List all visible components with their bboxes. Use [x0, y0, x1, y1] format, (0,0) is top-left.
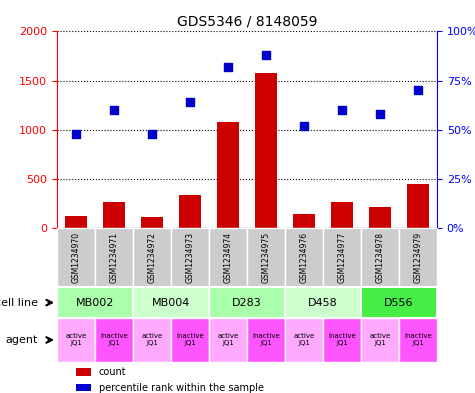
Text: MB002: MB002: [76, 298, 114, 308]
Point: [376, 111, 384, 117]
Text: inactive
JQ1: inactive JQ1: [176, 333, 204, 347]
Text: percentile rank within the sample: percentile rank within the sample: [99, 383, 264, 393]
Bar: [255, 73, 277, 228]
Point: [414, 87, 422, 94]
FancyBboxPatch shape: [285, 228, 323, 287]
Text: MB004: MB004: [152, 298, 190, 308]
Point: [262, 52, 270, 58]
Text: GSM1234977: GSM1234977: [338, 232, 346, 283]
FancyBboxPatch shape: [361, 318, 399, 362]
Bar: [407, 184, 429, 228]
Text: active
JQ1: active JQ1: [142, 333, 162, 347]
FancyBboxPatch shape: [95, 318, 133, 362]
FancyBboxPatch shape: [209, 318, 247, 362]
Text: active
JQ1: active JQ1: [370, 333, 390, 347]
Point: [148, 130, 156, 137]
Text: GSM1234979: GSM1234979: [414, 232, 422, 283]
Text: D283: D283: [232, 298, 262, 308]
Text: active
JQ1: active JQ1: [294, 333, 314, 347]
Text: GSM1234971: GSM1234971: [110, 232, 118, 283]
Point: [224, 64, 232, 70]
FancyBboxPatch shape: [209, 228, 247, 287]
Text: inactive
JQ1: inactive JQ1: [100, 333, 128, 347]
Text: inactive
JQ1: inactive JQ1: [328, 333, 356, 347]
Text: agent: agent: [6, 335, 38, 345]
Text: active
JQ1: active JQ1: [218, 333, 238, 347]
FancyBboxPatch shape: [323, 318, 361, 362]
Point: [338, 107, 346, 113]
Text: D556: D556: [384, 298, 414, 308]
FancyBboxPatch shape: [95, 228, 133, 287]
FancyBboxPatch shape: [57, 287, 133, 318]
Point: [300, 123, 308, 129]
Text: GSM1234975: GSM1234975: [262, 232, 270, 283]
FancyBboxPatch shape: [247, 228, 285, 287]
Text: GSM1234974: GSM1234974: [224, 232, 232, 283]
FancyBboxPatch shape: [133, 287, 209, 318]
FancyBboxPatch shape: [285, 318, 323, 362]
Title: GDS5346 / 8148059: GDS5346 / 8148059: [177, 15, 317, 29]
Text: active
JQ1: active JQ1: [66, 333, 86, 347]
FancyBboxPatch shape: [133, 318, 171, 362]
FancyBboxPatch shape: [323, 228, 361, 287]
Bar: [103, 202, 125, 228]
Point: [72, 130, 80, 137]
Point: [110, 107, 118, 113]
Bar: [369, 208, 391, 228]
FancyBboxPatch shape: [399, 228, 437, 287]
FancyBboxPatch shape: [285, 287, 361, 318]
Text: GSM1234972: GSM1234972: [148, 232, 156, 283]
Bar: [76, 368, 91, 376]
FancyBboxPatch shape: [171, 228, 209, 287]
Text: GSM1234976: GSM1234976: [300, 232, 308, 283]
FancyBboxPatch shape: [57, 228, 95, 287]
Bar: [217, 122, 239, 228]
FancyBboxPatch shape: [247, 318, 285, 362]
FancyBboxPatch shape: [361, 228, 399, 287]
Bar: [76, 384, 91, 391]
FancyBboxPatch shape: [361, 287, 437, 318]
Bar: [179, 195, 201, 228]
Bar: [65, 216, 87, 228]
FancyBboxPatch shape: [57, 318, 95, 362]
Text: GSM1234973: GSM1234973: [186, 232, 194, 283]
Text: D458: D458: [308, 298, 338, 308]
FancyBboxPatch shape: [133, 228, 171, 287]
Text: GSM1234978: GSM1234978: [376, 232, 384, 283]
FancyBboxPatch shape: [399, 318, 437, 362]
Point: [186, 99, 194, 105]
Text: GSM1234970: GSM1234970: [72, 232, 80, 283]
Text: inactive
JQ1: inactive JQ1: [404, 333, 432, 347]
Bar: [141, 217, 163, 228]
FancyBboxPatch shape: [209, 287, 285, 318]
Text: inactive
JQ1: inactive JQ1: [252, 333, 280, 347]
Text: count: count: [99, 367, 126, 377]
Bar: [293, 214, 315, 228]
FancyBboxPatch shape: [171, 318, 209, 362]
Text: cell line: cell line: [0, 298, 38, 308]
Bar: [331, 202, 353, 228]
